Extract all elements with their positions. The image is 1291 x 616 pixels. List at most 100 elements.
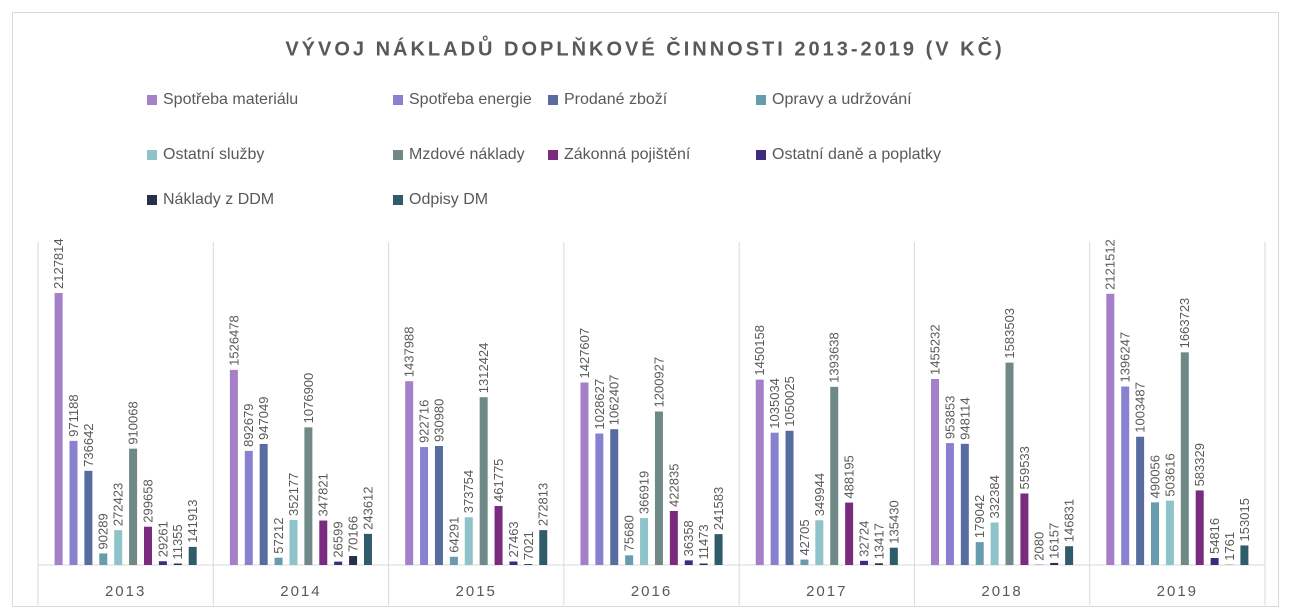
data-label: 352177	[286, 473, 301, 516]
data-label: 179042	[972, 495, 987, 538]
data-label: 1003487	[1133, 382, 1148, 433]
data-label: 1393638	[827, 332, 842, 383]
bar	[1210, 557, 1219, 565]
data-label: 54816	[1207, 518, 1222, 554]
bar	[960, 443, 969, 565]
bar	[349, 556, 358, 565]
bar	[494, 505, 503, 565]
data-label: 146831	[1062, 499, 1077, 542]
data-label: 64291	[446, 517, 461, 553]
data-label: 243612	[360, 486, 375, 529]
bar	[640, 518, 649, 565]
bar	[143, 526, 152, 565]
bar	[714, 534, 723, 565]
data-label: 90289	[96, 513, 111, 549]
data-label: 366919	[636, 471, 651, 514]
data-label: 583329	[1192, 443, 1207, 486]
bar	[405, 381, 414, 565]
chart-border	[12, 12, 1279, 607]
data-label: 7021	[521, 531, 536, 560]
x-tick-label: 2014	[280, 583, 321, 600]
bar	[1165, 500, 1174, 565]
legend-swatch	[393, 95, 403, 105]
bar	[158, 561, 167, 565]
legend-label: Odpisy DM	[409, 191, 488, 208]
bar	[931, 378, 940, 565]
bar	[114, 530, 123, 565]
legend-label: Spotřeba materiálu	[163, 91, 298, 108]
legend-swatch	[147, 195, 157, 205]
data-label: 1427607	[577, 328, 592, 379]
data-label: 29261	[155, 521, 170, 557]
bar	[188, 546, 197, 565]
legend-swatch	[756, 95, 766, 105]
chart-title: VÝVOJ NÁKLADŮ DOPLŇKOVÉ ČINNOSTI 2013-20…	[285, 34, 1004, 60]
legend-swatch	[548, 95, 558, 105]
bar	[129, 448, 138, 565]
data-label: 971188	[66, 394, 81, 436]
bar	[363, 533, 372, 565]
data-label: 272423	[111, 483, 126, 526]
bar	[479, 397, 488, 565]
x-tick-label: 2019	[1157, 583, 1198, 600]
legend-label: Ostatní daně a poplatky	[772, 146, 941, 163]
x-tick-label: 2013	[105, 583, 146, 600]
bar	[54, 293, 63, 565]
data-label: 910068	[126, 401, 141, 444]
bar	[274, 557, 283, 565]
bar	[84, 470, 93, 565]
data-label: 953853	[942, 396, 957, 439]
bar	[1136, 436, 1145, 565]
data-label: 241583	[711, 487, 726, 530]
legend-label: Zákonná pojištění	[564, 146, 691, 163]
bar	[830, 386, 839, 565]
data-label: 32724	[856, 521, 871, 557]
bar	[595, 433, 604, 565]
data-label: 347821	[316, 473, 331, 516]
data-label: 57212	[271, 518, 286, 554]
bar	[304, 427, 313, 565]
legend-label: Opravy a udržování	[772, 91, 912, 108]
legend-label: Náklady z DDM	[163, 191, 274, 208]
legend-swatch	[393, 150, 403, 160]
bar	[800, 559, 809, 565]
data-label: 349944	[812, 473, 827, 516]
data-label: 373754	[461, 470, 476, 513]
bar	[1240, 545, 1249, 565]
data-label: 153015	[1237, 498, 1252, 541]
data-label: 332384	[987, 475, 1002, 518]
bar	[1195, 490, 1204, 565]
legend-label: Spotřeba energie	[409, 91, 532, 108]
data-label: 461775	[491, 459, 506, 502]
bar	[889, 547, 898, 565]
bar	[524, 564, 533, 565]
data-label: 1663723	[1177, 298, 1192, 349]
bar	[1151, 502, 1160, 565]
data-label: 922716	[417, 400, 432, 443]
x-tick-label: 2015	[456, 583, 497, 600]
data-label: 559533	[1017, 446, 1032, 489]
bar	[244, 450, 253, 565]
bar	[259, 443, 268, 565]
data-label: 75680	[622, 515, 637, 551]
bar	[334, 561, 343, 565]
bar	[229, 369, 238, 565]
legend-label: Ostatní služby	[163, 146, 264, 163]
bar	[975, 542, 984, 565]
data-label: 422835	[666, 464, 681, 507]
bar	[699, 563, 708, 565]
data-label: 948114	[957, 397, 972, 439]
bar	[654, 411, 663, 565]
legend-swatch	[393, 195, 403, 205]
data-label: 13417	[871, 523, 886, 559]
legend-swatch	[756, 150, 766, 160]
data-label: 503616	[1162, 453, 1177, 496]
data-label: 26599	[331, 521, 346, 557]
bar	[625, 555, 634, 565]
bar	[860, 560, 869, 565]
bar	[1005, 362, 1014, 565]
bar	[610, 429, 619, 565]
data-label: 135430	[886, 500, 901, 543]
data-label: 70166	[346, 516, 361, 552]
